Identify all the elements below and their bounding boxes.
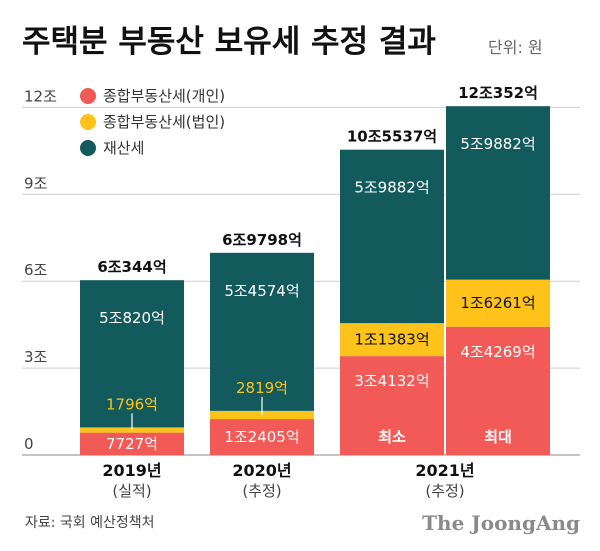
bar-annotation: 최대 [484, 428, 512, 446]
y-tick-label: 12조 [24, 87, 57, 105]
legend-swatch [80, 140, 96, 156]
bar-segment [446, 106, 550, 280]
legend-swatch [80, 114, 96, 130]
x-category-sublabel: (추정) [425, 482, 464, 500]
bar-segment [80, 280, 184, 428]
brand-logo: The JoongAng [422, 511, 580, 535]
bar-value-label: 1조1383억 [354, 331, 429, 349]
x-category-sublabel: (실적) [112, 482, 151, 500]
y-tick-label: 3조 [24, 348, 48, 366]
bar-value-label: 5조9882억 [354, 179, 429, 197]
bar-value-label: 5조820억 [99, 309, 165, 327]
bar-segment [340, 356, 444, 455]
legend: 종합부동산세(개인) 종합부동산세(법인) 재산세 [80, 87, 225, 157]
chart-title: 주택분 부동산 보유세 추정 결과 [22, 24, 436, 60]
legend-label: 종합부동산세(법인) [103, 113, 225, 131]
bar-value-label: 2819억 [236, 379, 288, 397]
bar-value-label: 1796억 [106, 395, 158, 413]
legend-label: 재산세 [103, 139, 144, 157]
bar-value-label: 7727억 [106, 435, 158, 453]
bar-total-label: 12조352억 [458, 84, 538, 102]
bar-annotation: 최소 [378, 428, 406, 446]
bar-value-label: 5조9882억 [460, 135, 535, 153]
bar-segment [446, 326, 550, 455]
x-category-label: 2020년 [232, 461, 291, 480]
y-tick-label: 0 [24, 435, 34, 453]
unit-label: 단위: 원 [488, 38, 543, 57]
bar-segment [446, 279, 550, 327]
bar-total-label: 10조5537억 [347, 128, 437, 146]
legend-swatch [80, 88, 96, 104]
bar-segment [340, 323, 444, 357]
bar-segment [80, 432, 184, 455]
y-tick-label: 6조 [24, 261, 48, 279]
bar-total-label: 6조9798억 [222, 231, 302, 249]
bar-segment [210, 419, 314, 455]
bar-value-label: 4조4269억 [460, 343, 535, 361]
y-tick-label: 9조 [24, 174, 48, 192]
y-axis: 0 3조 6조 9조 12조 [24, 87, 57, 453]
labels: 7727억 1796억 5조820억 6조344억 1조2405억 2819억 5조4574… [97, 84, 538, 500]
bar-value-label: 5조4574억 [224, 282, 299, 300]
x-category-label: 2021년 [415, 461, 474, 480]
bars [80, 106, 550, 455]
x-category-sublabel: (추정) [242, 482, 281, 500]
bar-value-label: 1조6261억 [460, 294, 535, 312]
bar-total-label: 6조344억 [97, 258, 166, 276]
bar-segment [210, 252, 314, 411]
bar-segment [340, 149, 444, 324]
bar-value-label: 3조4132억 [354, 372, 429, 390]
x-category-label: 2019년 [102, 461, 161, 480]
bar-value-label: 1조2405억 [224, 428, 299, 446]
legend-label: 종합부동산세(개인) [103, 87, 225, 105]
source-text: 자료: 국회 예산정책처 [25, 515, 155, 531]
